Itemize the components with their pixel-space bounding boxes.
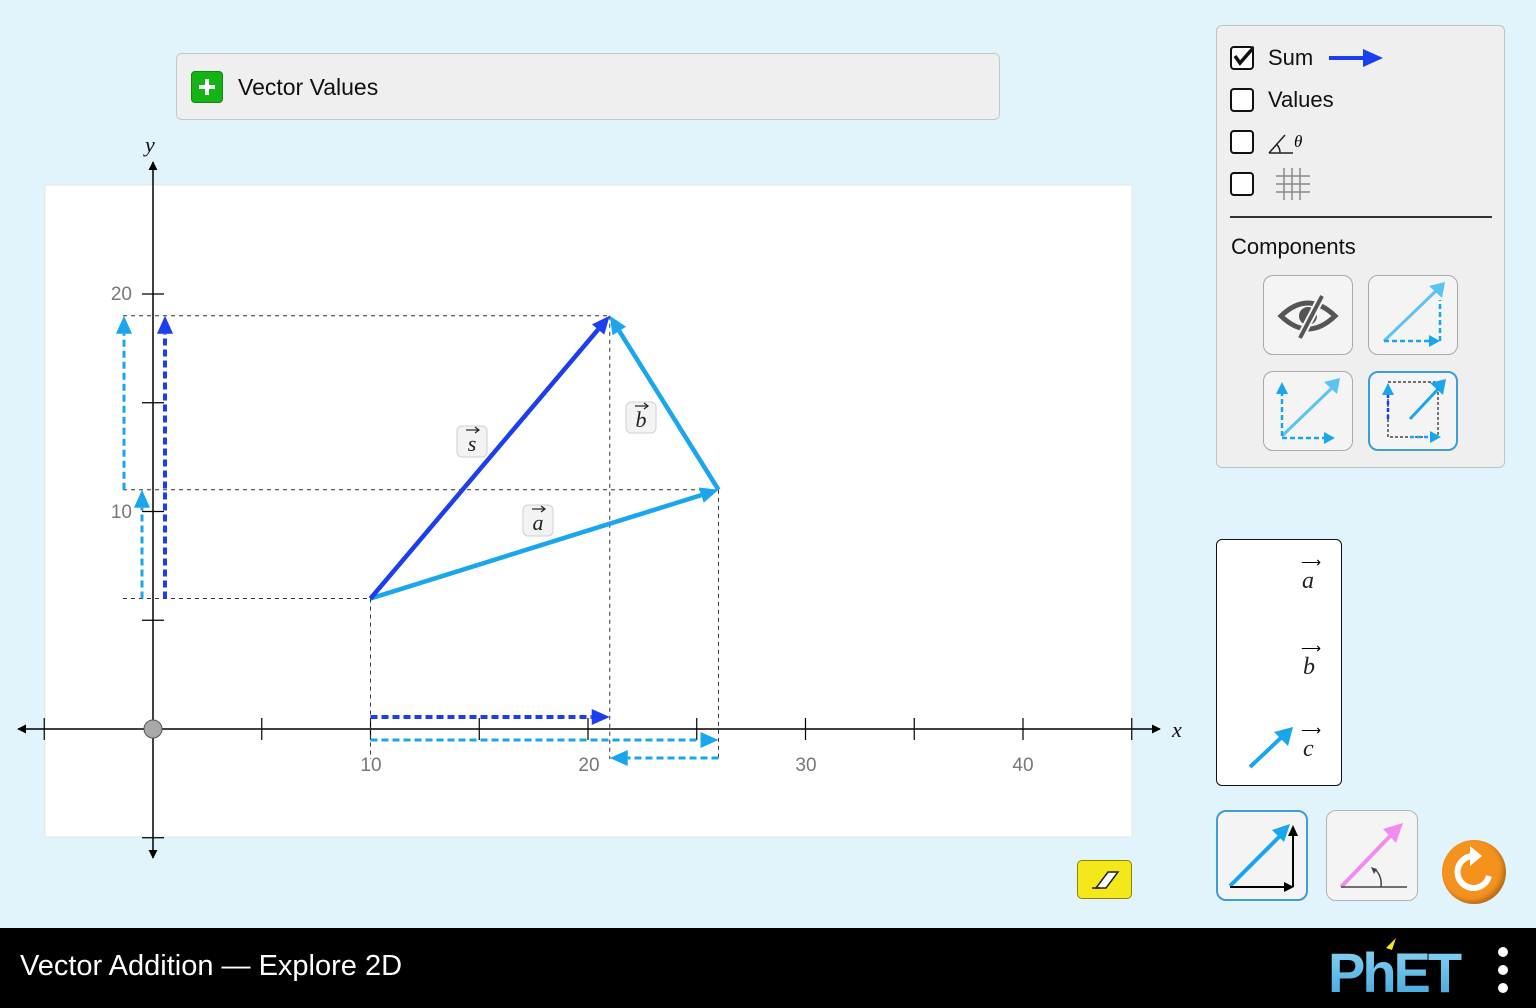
values-checkbox[interactable]	[1230, 88, 1254, 112]
toolbox-arrow-over-b: ⟶	[1301, 640, 1322, 656]
component-parallelogram-button[interactable]	[1263, 371, 1353, 451]
components-label: Components	[1231, 234, 1356, 259]
toolbox-arrow-over-c: ⟶	[1301, 722, 1322, 738]
a-x-component-head	[700, 732, 719, 748]
angle-checkbox[interactable]	[1230, 130, 1254, 154]
graph-controls-panel: Sum Values θ Components	[1216, 25, 1505, 468]
vector-label-b: b	[625, 401, 657, 434]
parallelogram-components-icon	[1276, 378, 1340, 444]
x-axis-label: x	[1171, 717, 1182, 742]
values-checkbox-row[interactable]: Values	[1230, 86, 1334, 114]
sum-checkbox[interactable]	[1230, 45, 1254, 70]
phet-logo[interactable]: PhET	[1328, 938, 1488, 1004]
grid-checkbox-row[interactable]	[1230, 168, 1314, 200]
angle-theta: θ	[1294, 132, 1303, 151]
cartesian-mode-button[interactable]	[1216, 810, 1308, 901]
vector-toolbox: a ⟶ b ⟶ c ⟶	[1216, 539, 1342, 786]
sum-checkbox-row[interactable]: Sum	[1230, 44, 1387, 72]
y-tick-label-20: 20	[111, 284, 132, 305]
y-tick-label-10: 10	[111, 502, 132, 523]
eraser-button[interactable]	[1077, 860, 1132, 899]
toolbox-slot-a[interactable]: a ⟶	[1217, 554, 1341, 608]
vector-label-symbol: a	[533, 510, 544, 535]
vector-a-head	[698, 487, 719, 503]
reset-icon	[1454, 846, 1492, 891]
vector-label-bg	[625, 401, 657, 434]
vector-label-overarrow-head	[540, 505, 546, 513]
options-menu-button[interactable]	[1494, 946, 1512, 994]
y-axis-label: y	[143, 132, 155, 157]
cartesian-icon	[1228, 824, 1298, 892]
grid-icon	[1276, 168, 1310, 200]
vector-b-shaft	[617, 329, 721, 491]
kebab-menu-icon	[1498, 947, 1508, 993]
x-tick-label-10: 10	[360, 755, 381, 776]
vector-label-bg	[522, 504, 554, 537]
reset-all-button[interactable]	[1442, 840, 1506, 904]
toolbox-symbol-a: a	[1302, 568, 1314, 594]
sum-x-component-head	[591, 709, 610, 725]
vector-label-bg	[456, 425, 488, 458]
vector-values-panel: Vector Values	[176, 53, 1000, 120]
angle-checkbox-row[interactable]: θ	[1230, 128, 1302, 156]
polar-icon	[1339, 823, 1407, 889]
expand-vector-values-button[interactable]	[191, 71, 223, 103]
origin-handle[interactable]	[143, 719, 163, 739]
vector-values-title: Vector Values	[238, 74, 379, 100]
vector-label-s: s	[456, 425, 488, 458]
navigation-bar: Vector Addition — Explore 2D PhET	[0, 928, 1536, 1008]
sim-title: Vector Addition — Explore 2D	[20, 950, 403, 982]
sum-arrow-icon	[1329, 49, 1384, 67]
component-on-axis-button[interactable]	[1368, 371, 1458, 451]
x-tick-label-20: 20	[578, 755, 599, 776]
eraser-icon	[1092, 871, 1120, 889]
vector-sum-shaft	[368, 328, 600, 600]
controls-separator	[1230, 216, 1492, 218]
sum-y-component-head	[157, 315, 173, 334]
toolbox-slot-c[interactable]: c ⟶	[1217, 722, 1341, 774]
on-axis-components-icon	[1382, 379, 1446, 443]
toolbox-vector-c-icon	[1248, 727, 1293, 769]
x-tick-label-40: 40	[1012, 755, 1033, 776]
vector-label-symbol: s	[468, 431, 477, 456]
eye-hidden-icon	[1277, 294, 1339, 340]
toolbox-slot-b[interactable]: b ⟶	[1217, 640, 1341, 694]
vector-label-overarrow-head	[643, 402, 649, 410]
a-y-component-head	[134, 489, 150, 508]
vector-b-head	[609, 315, 627, 336]
sum-label: Sum	[1268, 45, 1314, 70]
phet-logo-icon: PhET	[1328, 938, 1465, 1004]
component-triangle-button[interactable]	[1368, 275, 1458, 355]
vector-label-overarrow-head	[474, 426, 480, 434]
component-vectors	[116, 315, 719, 766]
vector-sum-head	[592, 315, 610, 335]
vector-label-symbol: b	[636, 407, 647, 432]
vectors-layer	[368, 315, 721, 601]
b-x-component-head	[609, 750, 628, 766]
checkmark-icon	[1233, 45, 1254, 66]
graph-area[interactable]: x y 10 20 30 40 10 20 s a b	[0, 130, 1200, 870]
vector-labels-layer: s a b	[456, 401, 657, 537]
vector-a-shaft	[369, 492, 702, 601]
toolbox-symbol-c: c	[1303, 736, 1314, 762]
values-label: Values	[1268, 87, 1334, 112]
grid-checkbox[interactable]	[1230, 172, 1254, 196]
polar-mode-button[interactable]	[1326, 810, 1418, 901]
y-axis-ticks	[142, 293, 164, 839]
b-y-component-head	[116, 315, 132, 334]
component-invisible-button[interactable]	[1263, 275, 1353, 355]
x-tick-label-30: 30	[795, 755, 816, 776]
angle-icon	[1268, 134, 1293, 154]
phet-logo-text: PhET	[1328, 941, 1462, 998]
triangle-components-icon	[1382, 282, 1445, 347]
toolbox-symbol-b: b	[1303, 654, 1315, 680]
toolbox-arrow-over-a: ⟶	[1301, 554, 1322, 570]
vector-label-a: a	[522, 504, 554, 537]
